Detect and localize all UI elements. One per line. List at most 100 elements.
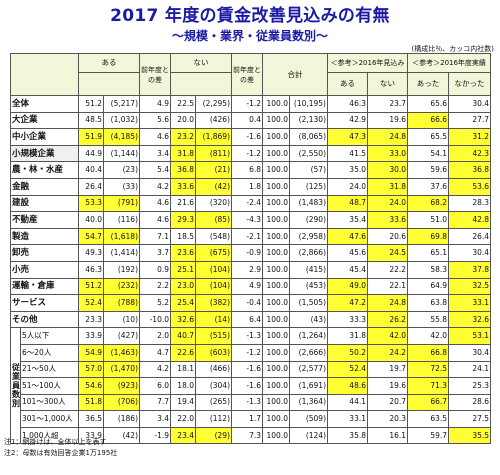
cell-total: 100.0 [262,393,290,412]
cell-nai-diff: -2.4 [231,194,263,213]
cell-aru-diff: 4.9 [139,95,171,113]
cell-total: 100.0 [262,128,290,146]
cell-ref-nai: 24.0 [366,194,409,213]
cell-nai-diff: -1.2 [231,343,263,362]
cell-ref-nai: 31.8 [366,177,409,196]
cell-nai-count: (85) [195,211,232,229]
header-ref-jisseki: ＜参考＞2016年度実績 [407,53,492,73]
cell-total-count: (1,483) [289,194,328,213]
cell-ref-nai: 42.0 [366,327,409,345]
cell-aru-diff: 3.4 [139,410,171,428]
cell-ref-nai: 22.2 [366,260,409,279]
cell-ref-nai: 24.5 [366,244,409,262]
cell-total-count: (2,958) [289,227,328,246]
cell-total-count: (1,505) [289,294,328,312]
header-aru: ある [78,53,140,73]
row-label: 運輸・倉庫 [10,277,79,296]
table-row: 不動産 40.0 (116) 4.6 29.3 (85) -4.3 100.0 (290) 35.… [10,211,492,229]
cell-aru: 26.4 [78,177,104,196]
header-ref-nakatta: なかった [448,72,492,96]
cell-aru-diff: 2.2 [139,277,171,296]
cell-aru-count: (33) [103,177,140,196]
cell-ref-nakatta: 36.8 [448,161,492,179]
cell-aru-diff: 5.4 [139,161,171,179]
cell-ref-nai: 24.8 [366,128,409,146]
cell-aru-diff: 0.9 [139,260,171,279]
cell-nai: 23.2 [170,128,196,146]
cell-nai-diff: -1.3 [231,327,263,345]
cell-ref-atta: 54.1 [407,144,450,163]
cell-ref-nai: 20.7 [366,393,409,412]
cell-total-count: (1,264) [289,327,328,345]
row-label: 101〜300人 [20,393,79,412]
row-label: 小規模企業 [10,144,79,163]
header-ref-nai: ない [366,72,409,96]
cell-nai-diff: 7.3 [231,426,263,445]
cell-ref-aru: 49.0 [327,277,368,296]
cell-total: 100.0 [262,426,290,445]
cell-ref-aru: 41.5 [327,144,368,163]
cell-aru-count: (116) [103,211,140,229]
cell-nai-diff: 1.7 [231,410,263,428]
cell-aru: 33.9 [78,327,104,345]
cell-nai-count: (320) [195,194,232,213]
cell-nai: 29.3 [170,211,196,229]
cell-nai: 19.4 [170,393,196,412]
cell-nai: 22.5 [170,95,196,113]
table-row: 建設 53.3 (791) 4.6 21.6 (320) -2.4 100.0 (1,483) 4… [10,194,492,213]
cell-nai-count: (304) [195,377,232,395]
cell-ref-nai: 19.6 [366,111,409,130]
cell-nai-count: (1,869) [195,128,232,146]
cell-ref-aru: 50.2 [327,343,368,362]
cell-nai: 36.8 [170,161,196,179]
cell-ref-atta: 65.1 [407,244,450,262]
cell-nai: 25.1 [170,260,196,279]
cell-aru: 51.9 [78,128,104,146]
row-label: 製造 [10,227,79,246]
cell-aru-diff: 5.2 [139,294,171,312]
cell-nai: 21.6 [170,194,196,213]
cell-aru-diff: 5.6 [139,111,171,130]
cell-nai: 20.0 [170,111,196,130]
cell-ref-aru: 47.3 [327,128,368,146]
cell-aru: 48.5 [78,111,104,130]
table-row: 小規模企業 44.9 (1,144) 3.4 31.8 (811) -1.2 100.0 (2,… [10,144,492,163]
corner-cell [10,53,79,96]
cell-nai-count: (21) [195,161,232,179]
cell-total: 100.0 [262,177,290,196]
table-row: 51〜100人 54.6 (923) 6.0 18.0 (304) -1.6 100.0 (1,… [11,377,492,395]
cell-aru-count: (791) [103,194,140,213]
cell-nai-count: (29) [195,426,232,445]
cell-total: 100.0 [262,310,290,329]
cell-total: 100.0 [262,227,290,246]
cell-nai-count: (104) [195,260,232,279]
cell-ref-atta: 66.8 [407,343,450,362]
cell-aru-diff: 4.6 [139,194,171,213]
header-ref-mikomi: ＜参考＞2016年見込み [326,53,409,73]
table-row: 301〜1,000人 36.5 (186) 3.4 22.0 (112) 1.7 100.0(… [11,410,492,428]
row-label: 1,000人超 [20,426,79,445]
table-wrapper: ある 前年度との差 ない 前年度との差 合計 ＜参考＞2016年見込み ＜参考＞… [10,53,492,445]
cell-ref-aru: 24.0 [327,177,368,196]
cell-nai: 18.5 [170,227,196,246]
cell-ref-aru: 42.9 [327,111,368,130]
cell-nai: 31.8 [170,144,196,163]
cell-ref-nakatta: 24.1 [448,360,492,379]
table-row: 運輸・倉庫 51.2 (232) 2.2 23.0 (104) 4.9 100.0 (453) 4… [10,277,492,296]
cell-aru-count: (1,618) [103,227,140,246]
cell-total: 100.0 [262,343,290,362]
cell-nai-count: (104) [195,277,232,296]
cell-total-count: (415) [289,260,328,279]
cell-aru-count: (1,032) [103,111,140,130]
row-label: 中小企業 [10,128,79,146]
cell-total: 100.0 [262,161,290,179]
cell-ref-aru: 33.1 [327,410,368,428]
cell-total-count: (509) [289,410,328,428]
cell-total: 100.0 [262,294,290,312]
cell-ref-nai: 24.8 [366,294,409,312]
cell-aru-diff: 3.4 [139,144,171,163]
header-ref-aru: ある [327,72,368,96]
cell-ref-nakatta: 31.2 [448,128,492,146]
cell-ref-nakatta: 32.6 [448,310,492,329]
cell-ref-atta: 69.8 [407,227,450,246]
